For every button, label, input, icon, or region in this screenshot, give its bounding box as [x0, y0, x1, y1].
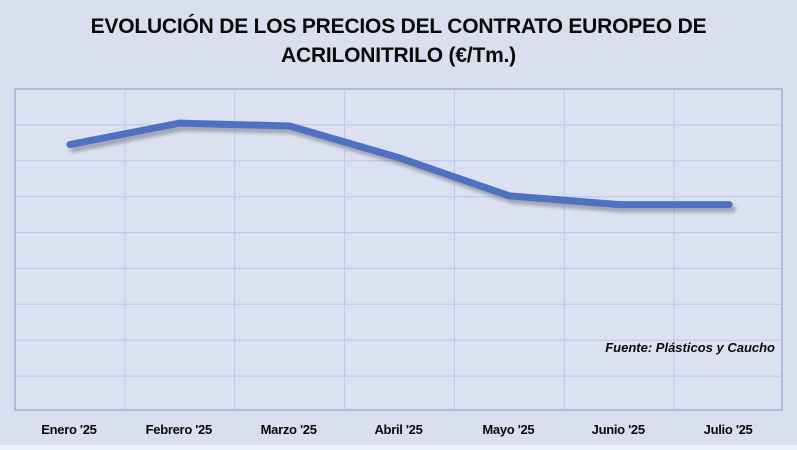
x-axis-label-mayo: Mayo '25 — [482, 422, 535, 437]
chart-gridlines — [15, 89, 784, 412]
bottom-edge-strip — [0, 445, 797, 450]
x-axis-label-junio: Junio '25 — [591, 422, 645, 437]
x-axis-labels: Enero '25 Febrero '25 Marzo '25 Abril '2… — [14, 420, 783, 440]
source-note: Fuente: Plásticos y Caucho — [605, 340, 775, 355]
x-axis-label-febrero: Febrero '25 — [145, 422, 213, 437]
price-line — [66, 119, 733, 209]
price-line-chart — [15, 89, 784, 412]
chart-title-line2: ACRILONITRILO (€/Tm.) — [281, 44, 516, 67]
x-axis-label-marzo: Marzo '25 — [260, 422, 317, 437]
x-axis-label-enero: Enero '25 — [41, 422, 97, 437]
x-axis-label-julio: Julio '25 — [703, 422, 753, 437]
chart-title-line1: EVOLUCIÓN DE LOS PRECIOS DEL CONTRATO EU… — [90, 15, 707, 38]
chart-title: EVOLUCIÓN DE LOS PRECIOS DEL CONTRATO EU… — [0, 12, 797, 70]
plot-area — [14, 88, 784, 412]
x-axis-label-abril: Abril '25 — [374, 422, 423, 437]
